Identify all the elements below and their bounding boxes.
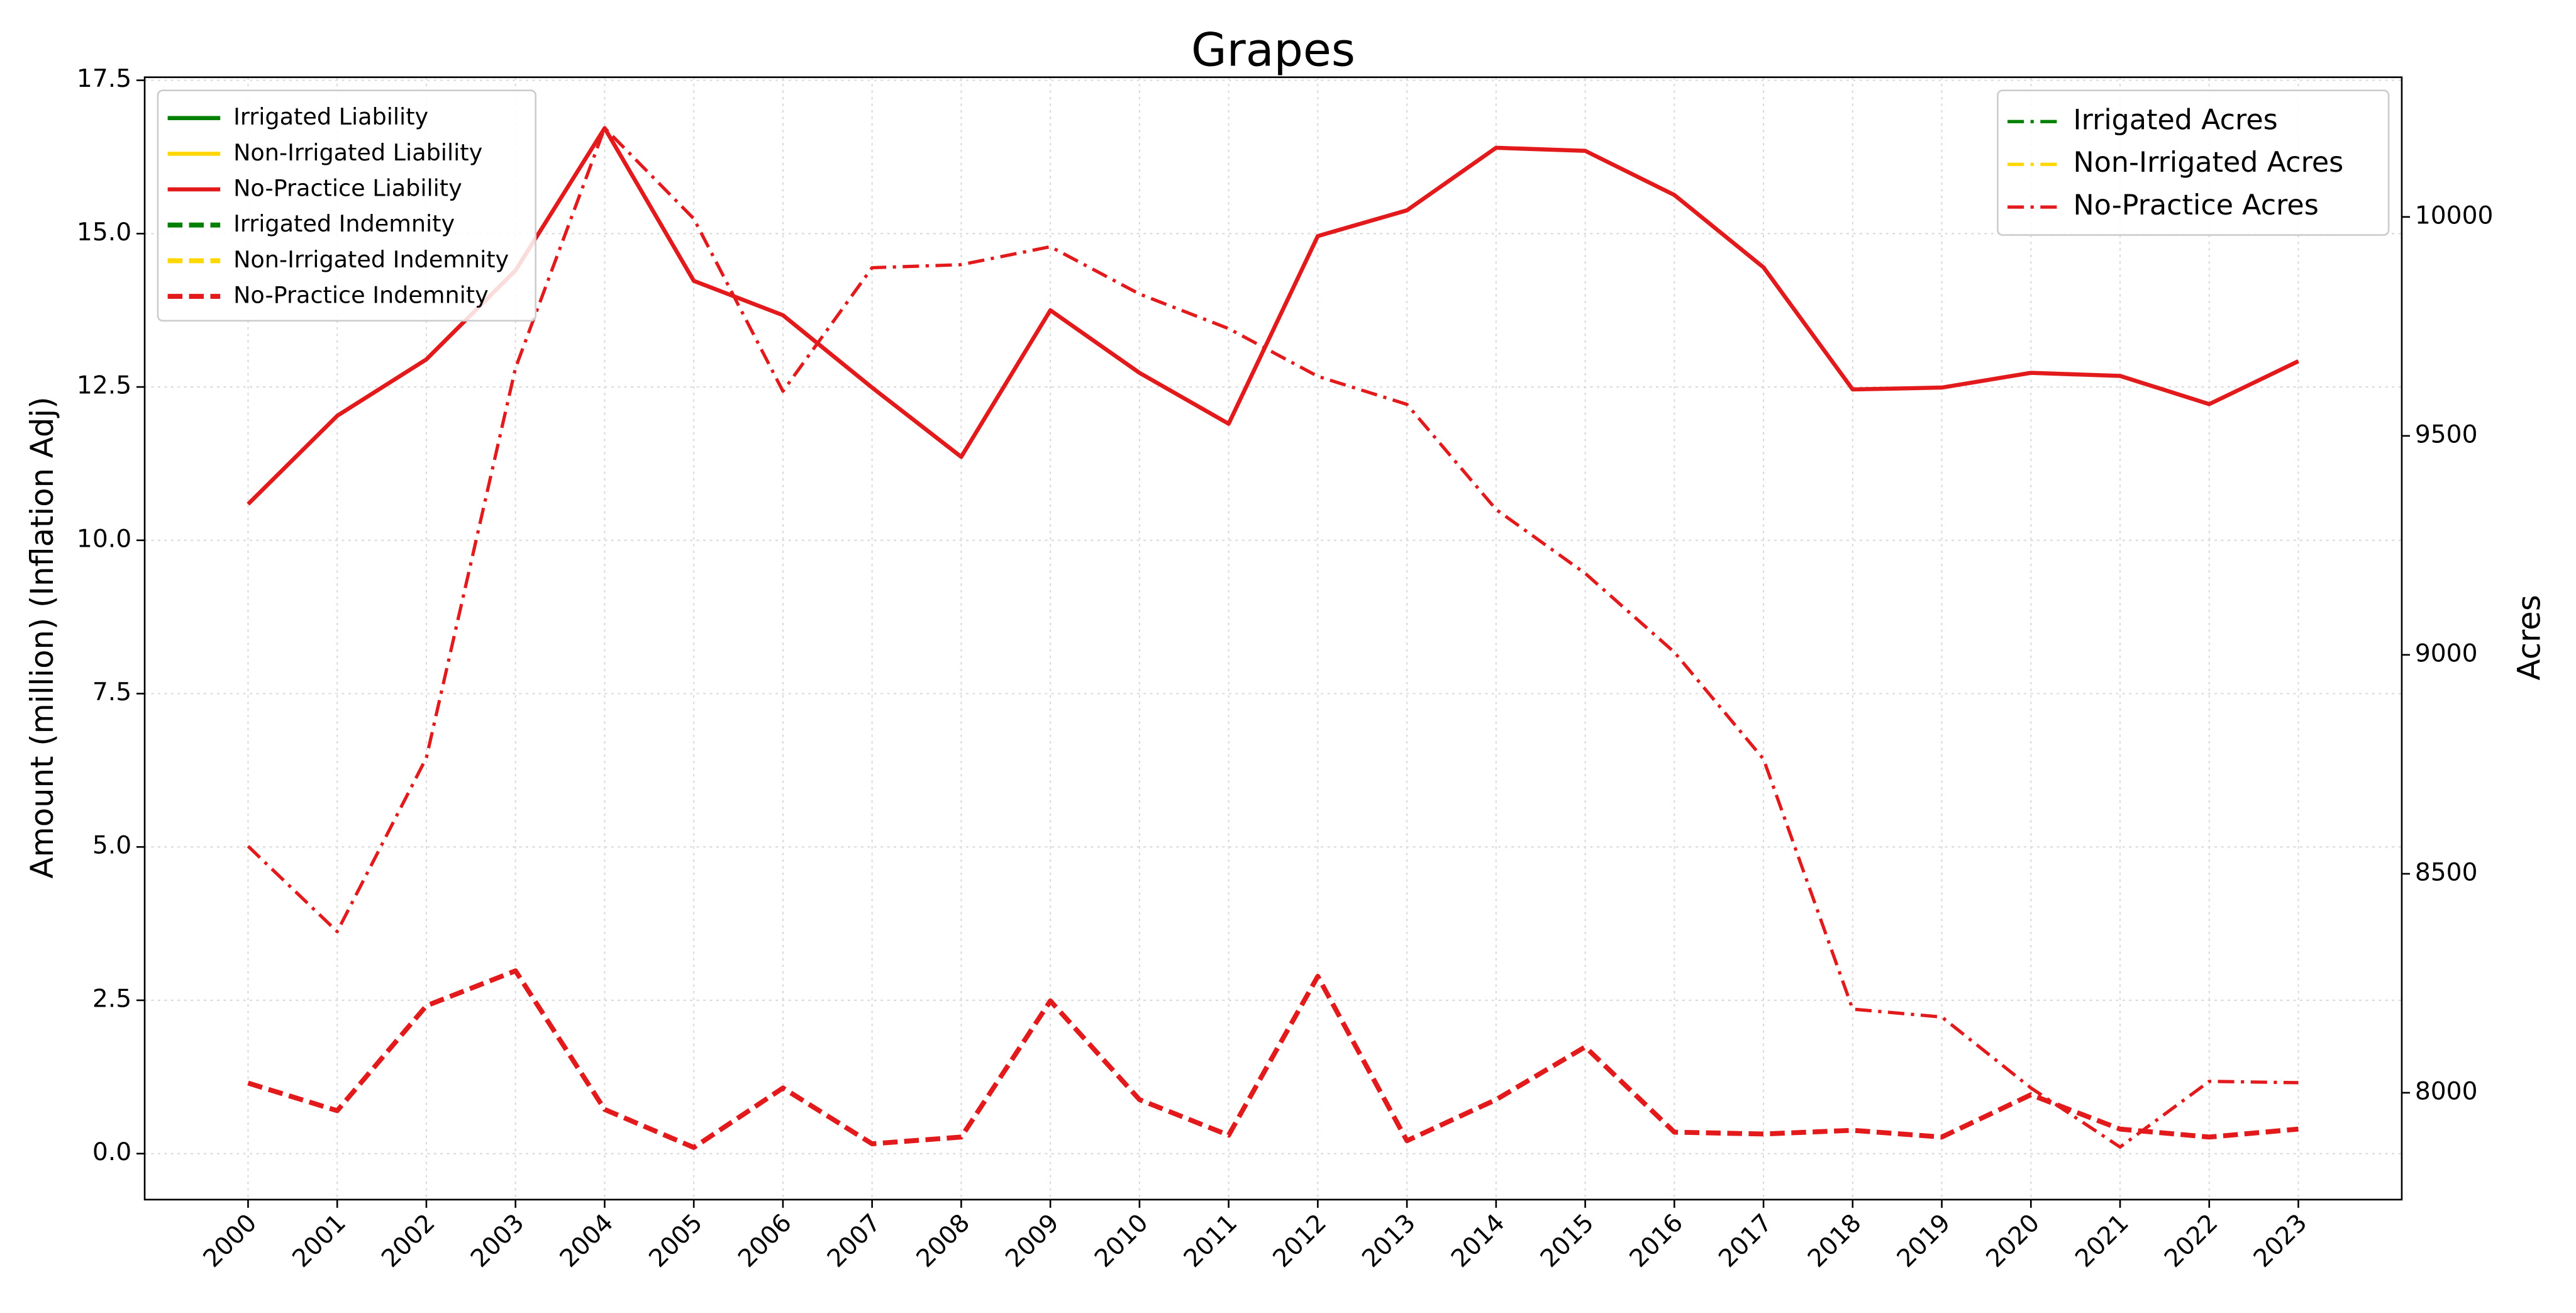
y-tick-label: 15.0 <box>77 218 131 247</box>
y2-tick-label: 10000 <box>2415 201 2494 230</box>
y-tick-label: 2.5 <box>92 985 131 1013</box>
y2-tick-label: 9000 <box>2415 639 2478 668</box>
y2-tick-label: 8000 <box>2415 1077 2478 1105</box>
legend-label: Irrigated Liability <box>233 103 428 130</box>
legend-box <box>157 89 537 322</box>
x-tick-label: 2005 <box>644 1209 708 1273</box>
legend-box <box>1997 89 2390 236</box>
y2-axis-label: Acres <box>2511 595 2547 680</box>
x-tick-label: 2012 <box>1268 1209 1332 1273</box>
legend-label: Non-Irrigated Indemnity <box>233 246 509 273</box>
legend-label: No-Practice Acres <box>2074 189 2319 221</box>
x-tick-label: 2022 <box>2159 1209 2223 1273</box>
chart-title: Grapes <box>1191 23 1355 77</box>
x-tick-label: 2010 <box>1089 1209 1153 1273</box>
x-tick-label: 2006 <box>733 1209 797 1273</box>
x-tick-label: 2001 <box>287 1209 352 1273</box>
series-line <box>247 126 2299 1149</box>
y-tick-label: 5.0 <box>92 832 131 860</box>
y-tick-label: 12.5 <box>77 372 131 400</box>
x-tick-label: 2014 <box>1446 1209 1510 1273</box>
series-line <box>247 126 2299 506</box>
y2-tick-label: 9500 <box>2415 420 2478 449</box>
legend: Irrigated Liability Non-Irrigated Liabili… <box>157 89 537 322</box>
y-tick-label: 10.0 <box>77 525 131 553</box>
x-tick-label: 2023 <box>2248 1209 2312 1273</box>
x-tick-label: 2021 <box>2070 1209 2134 1273</box>
legend-label: Irrigated Indemnity <box>233 210 455 237</box>
x-tick-label: 2009 <box>1001 1209 1065 1273</box>
legend-label: No-Practice Liability <box>233 175 462 202</box>
x-tick-label: 2019 <box>1892 1209 1956 1273</box>
y2-tick-label: 8500 <box>2415 858 2478 886</box>
series-line <box>247 968 2299 1150</box>
x-tick-label: 2017 <box>1713 1209 1777 1273</box>
x-tick-label: 2018 <box>1802 1209 1867 1273</box>
legend-label: Non-Irrigated Acres <box>2074 147 2344 179</box>
legend-label: Irrigated Acres <box>2074 104 2278 136</box>
x-tick-label: 2000 <box>198 1209 262 1273</box>
legend-label: Non-Irrigated Liability <box>233 139 482 166</box>
x-tick-label: 2020 <box>1981 1209 2045 1273</box>
x-tick-label: 2003 <box>465 1209 530 1273</box>
x-tick-label: 2013 <box>1357 1209 1421 1273</box>
x-tick-label: 2011 <box>1179 1209 1243 1273</box>
x-tick-label: 2008 <box>911 1209 975 1273</box>
y-tick-label: 0.0 <box>92 1138 131 1166</box>
x-tick-label: 2016 <box>1624 1209 1689 1273</box>
x-tick-label: 2002 <box>376 1209 440 1273</box>
y-tick-label: 17.5 <box>77 65 131 93</box>
legend-label: No-Practice Indemnity <box>233 282 489 309</box>
x-tick-label: 2004 <box>555 1209 619 1273</box>
x-tick-label: 2015 <box>1535 1209 1599 1273</box>
y-tick-label: 7.5 <box>92 678 131 707</box>
y-axis-label: Amount (million) (Inflation Adj) <box>24 396 60 878</box>
x-tick-label: 2007 <box>822 1209 886 1273</box>
legend: Irrigated Acres Non-Irrigated Acres No-Pra… <box>1997 89 2390 236</box>
plot-frame <box>143 76 2403 1201</box>
